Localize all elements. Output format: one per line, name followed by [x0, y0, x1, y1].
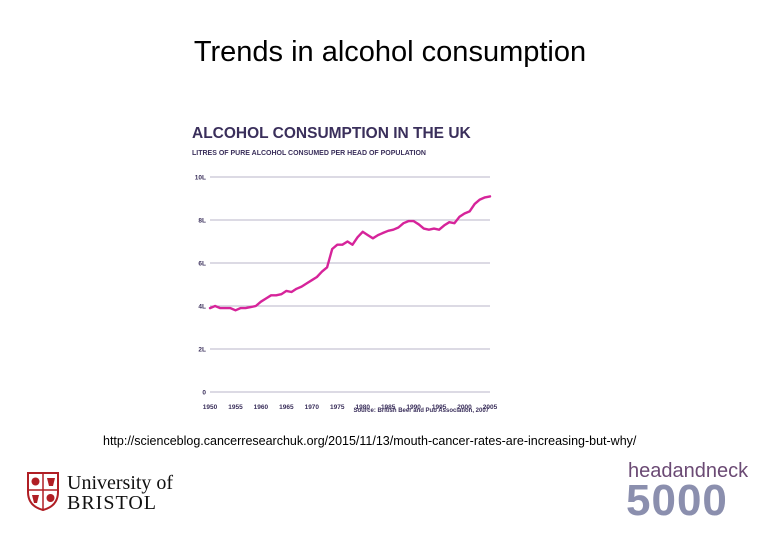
data-point [489, 195, 491, 198]
data-point [484, 196, 486, 199]
data-point [356, 236, 359, 239]
data-point [468, 210, 471, 213]
x-tick-label: 1990 [406, 404, 421, 411]
y-axis-ticks: 0 2L 4L 6L 8L 10L [195, 175, 207, 397]
data-point [249, 306, 252, 308]
bristol-crest-icon [27, 472, 59, 512]
consumption-line [208, 195, 492, 312]
data-point [239, 307, 242, 310]
y-tick-label: 2L [198, 347, 206, 354]
data-point [407, 220, 410, 222]
data-point [285, 290, 288, 292]
hn-logo-line2: 5000 [626, 476, 728, 525]
data-point [331, 248, 334, 250]
data-points [209, 195, 491, 312]
y-tick-label: 8L [198, 218, 206, 225]
data-point [473, 202, 476, 205]
data-point [219, 307, 222, 310]
data-point [341, 243, 344, 246]
data-point [316, 276, 318, 278]
data-point [305, 282, 308, 285]
data-point [280, 293, 283, 296]
chart-title: ALCOHOL CONSUMPTION IN THE UK [192, 125, 472, 142]
data-point [310, 279, 313, 282]
x-tick-label: 1980 [355, 404, 370, 411]
university-of-bristol-logo: University of BRISTOL [25, 466, 173, 516]
data-point [422, 227, 425, 230]
source-url[interactable]: http://scienceblog.cancerresearchuk.org/… [103, 434, 637, 448]
data-point [214, 305, 216, 307]
x-tick-label: 1970 [305, 404, 320, 411]
x-tick-label: 1950 [203, 404, 218, 411]
data-point [351, 243, 354, 246]
hn-logo-line1: headandneck [628, 460, 749, 482]
data-point [397, 226, 400, 229]
data-point [270, 294, 272, 297]
data-point [458, 215, 461, 218]
x-tick-label: 1985 [381, 404, 396, 411]
data-point [346, 240, 349, 243]
data-point [478, 198, 481, 201]
data-point [295, 287, 298, 290]
x-tick-label: 2000 [457, 404, 472, 411]
x-tick-label: 2005 [483, 404, 498, 411]
data-point [402, 222, 405, 225]
data-point [366, 234, 369, 236]
y-tick-label: 10L [195, 175, 206, 182]
x-axis-ticks: 1950 1955 1960 1965 1970 1975 1980 1985 1990 1995… [203, 404, 498, 411]
data-point [453, 222, 456, 225]
slide-title: Trends in alcohol consumption [193, 36, 587, 68]
x-tick-label: 1955 [228, 404, 243, 411]
data-point [448, 221, 451, 224]
headandneck-5000-logo: headandneck 5000 [626, 460, 749, 525]
data-point [244, 307, 247, 310]
data-point [275, 294, 278, 297]
x-tick-label: 1995 [432, 404, 447, 411]
data-point [382, 232, 384, 234]
bristol-logo-line2: BRISTOL [67, 492, 157, 514]
data-point [254, 305, 257, 307]
data-point [290, 291, 293, 293]
y-tick-label: 6L [198, 261, 206, 268]
x-tick-label: 1965 [279, 404, 294, 411]
data-point [336, 243, 339, 246]
data-point [463, 212, 466, 215]
data-point [209, 307, 211, 310]
data-point [229, 307, 232, 310]
data-point [443, 224, 446, 227]
data-point [428, 228, 430, 231]
y-tick-label: 0 [202, 390, 206, 397]
chart-source: Source: British Beer and Pub Association… [354, 408, 490, 414]
data-point [392, 228, 395, 231]
data-point [438, 228, 440, 231]
data-point [224, 307, 227, 310]
data-point [234, 309, 237, 312]
data-point [387, 229, 390, 232]
data-point [265, 297, 267, 300]
alcohol-consumption-chart: ALCOHOL CONSUMPTION IN THE UK LITRES OF … [192, 125, 498, 414]
data-point [372, 237, 374, 240]
data-point [321, 270, 323, 273]
bristol-logo-line1: University of [67, 472, 174, 494]
x-tick-label: 1960 [254, 404, 269, 411]
data-point [326, 266, 328, 269]
data-point [260, 300, 262, 303]
data-point [412, 220, 415, 222]
chart-subtitle: LITRES OF PURE ALCOHOL CONSUMED PER HEAD… [192, 150, 426, 157]
y-tick-label: 4L [198, 304, 206, 311]
data-point [433, 227, 435, 230]
x-tick-label: 1975 [330, 404, 345, 411]
data-point [300, 285, 303, 288]
data-point [377, 234, 379, 236]
data-point [417, 223, 420, 226]
gridlines [210, 176, 490, 393]
data-point [361, 230, 364, 233]
